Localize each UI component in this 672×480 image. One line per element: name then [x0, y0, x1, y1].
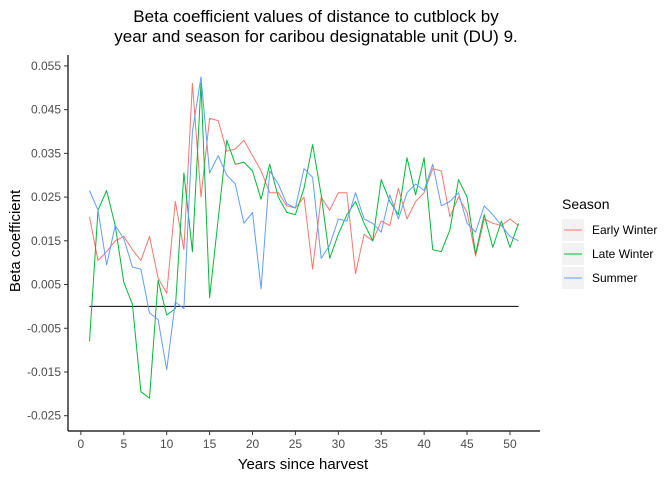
x-tick-label: 5 [120, 437, 127, 451]
series-line-summer [89, 76, 519, 371]
y-tick-label: 0.045 [31, 103, 61, 117]
legend-label-early-winter: Early Winter [592, 223, 657, 237]
x-tick-label: 0 [78, 437, 85, 451]
chart-title: Beta coefficient values of distance to c… [114, 7, 518, 46]
x-tick-label: 10 [160, 437, 174, 451]
x-tick-label: 30 [332, 437, 346, 451]
series-line-late-winter [89, 82, 519, 399]
legend-label-summer: Summer [592, 271, 637, 285]
chart-title-line-2: year and season for caribou designatable… [114, 27, 518, 46]
y-tick-label: 0.055 [31, 59, 61, 73]
y-tick-label: -0.005 [27, 321, 61, 335]
y-tick-label: -0.025 [27, 409, 61, 423]
series-line-early-winter [89, 82, 519, 294]
y-tick-label: 0.025 [31, 190, 61, 204]
chart-title-line-1: Beta coefficient values of distance to c… [133, 7, 499, 26]
y-tick-label: 0.015 [31, 234, 61, 248]
y-axis-title: Beta coefficient [7, 189, 24, 292]
x-tick-label: 40 [417, 437, 431, 451]
legend: Season Early Winter Late Winter Summer [562, 196, 657, 289]
x-tick-label: 15 [203, 437, 217, 451]
x-tick-label: 45 [460, 437, 474, 451]
y-tick-label: 0.035 [31, 146, 61, 160]
plot-area: -0.025 -0.015 -0.005 0.005 0.015 0.025 0.035 0.… [27, 55, 540, 451]
x-tick-label: 20 [246, 437, 260, 451]
y-tick-label: -0.015 [27, 365, 61, 379]
legend-label-late-winter: Late Winter [592, 247, 653, 261]
x-axis-title: Years since harvest [238, 456, 369, 473]
x-tick-label: 35 [375, 437, 389, 451]
legend-title: Season [562, 196, 609, 212]
x-tick-label: 25 [289, 437, 303, 451]
x-tick-label: 50 [503, 437, 517, 451]
y-tick-label: 0.005 [31, 278, 61, 292]
